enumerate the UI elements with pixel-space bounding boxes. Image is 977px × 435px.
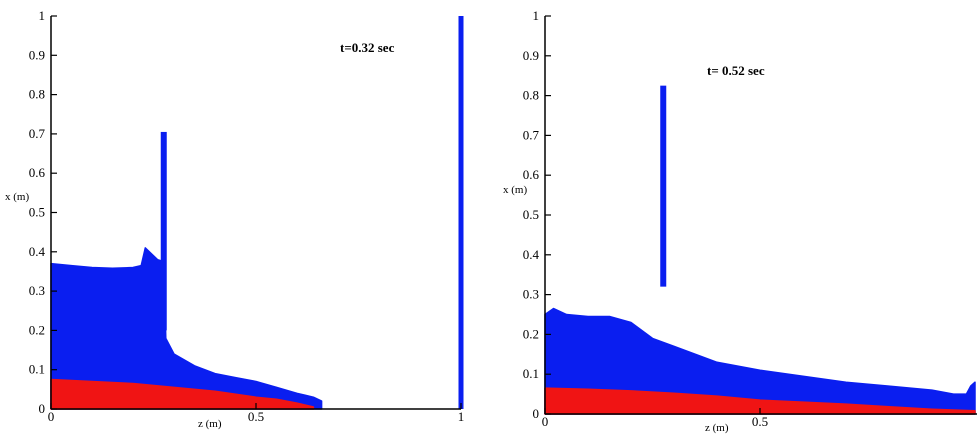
y-tick-label: 0.7 <box>29 126 46 141</box>
y-tick-label: 0.4 <box>29 244 46 259</box>
y-tick-label: 0.9 <box>523 48 539 63</box>
y-tick-label: 0 <box>39 401 46 416</box>
y-tick-label: 0.1 <box>523 366 539 381</box>
y-tick-label: 0.3 <box>523 287 539 302</box>
y-tick-label: 0.8 <box>523 88 539 103</box>
fluid-layer <box>544 307 976 415</box>
panel-t032: 0 0.1 0.2 0.3 0.4 0.5 0.6 0.7 0.8 0.9 1 0 0.5 1 x (m)… <box>5 8 464 430</box>
y-tick-label: 0.5 <box>523 207 539 222</box>
y-tick-label: 1 <box>533 8 540 23</box>
x-tick-label: 0 <box>48 409 55 424</box>
y-tick-label: 0.2 <box>29 322 45 337</box>
y-tick-label: 1 <box>39 8 46 23</box>
lower-fluid-area <box>544 387 976 415</box>
x-tick-label: 0 <box>542 414 549 429</box>
y-tick-label: 0.3 <box>29 283 45 298</box>
y-tick-label: 0.4 <box>523 247 540 262</box>
ticks: 0 0.1 0.2 0.3 0.4 0.5 0.6 0.7 0.8 0.9 1 0 0.5 <box>523 8 768 429</box>
upper-fluid-area <box>544 307 976 415</box>
y-tick-label: 0 <box>533 406 540 421</box>
x-tick-label: 1 <box>458 409 465 424</box>
y-tick-label: 0.2 <box>523 326 539 341</box>
gate-plate <box>160 131 167 331</box>
structure-layer <box>160 16 464 409</box>
y-axis-title: x (m) <box>5 191 29 203</box>
upper-fluid-area <box>50 247 323 410</box>
x-tick-label: 0.5 <box>752 414 768 429</box>
y-tick-label: 0.6 <box>29 165 46 180</box>
lower-fluid-area <box>50 378 315 410</box>
x-tick-label: 0.5 <box>248 409 264 424</box>
y-tick-label: 0.1 <box>29 362 45 377</box>
ticks: 0 0.1 0.2 0.3 0.4 0.5 0.6 0.7 0.8 0.9 1 0 0.5 1 <box>29 8 465 424</box>
y-tick-label: 0.9 <box>29 47 45 62</box>
y-tick-label: 0.7 <box>523 127 540 142</box>
y-tick-label: 0.6 <box>523 167 540 182</box>
time-annotation: t= 0.52 sec <box>707 63 765 78</box>
x-axis-title: z (m) <box>705 422 729 434</box>
y-tick-label: 0.8 <box>29 87 45 102</box>
fluid-layer <box>50 247 323 410</box>
panel-t052: 00.10.20.30.40.50.60.70.80.910 0.5 x (m) … <box>503 8 977 434</box>
y-tick-label: 0.5 <box>29 205 45 220</box>
gate-plate <box>660 85 667 287</box>
time-annotation: t=0.32 sec <box>340 40 395 55</box>
y-axis-title: x (m) <box>503 184 527 196</box>
x-axis-title: z (m) <box>198 418 222 430</box>
structure-layer <box>660 85 667 287</box>
right-wall <box>458 16 464 409</box>
